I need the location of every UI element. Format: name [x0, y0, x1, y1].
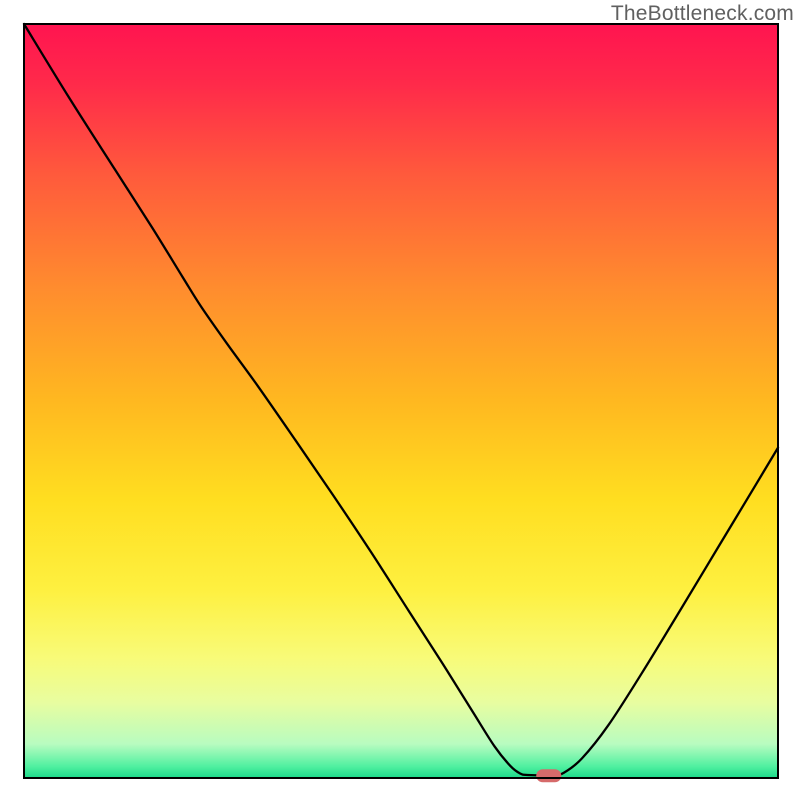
watermark-text: TheBottleneck.com	[611, 2, 794, 26]
chart-background	[24, 24, 778, 778]
optimal-point-marker	[537, 770, 561, 782]
